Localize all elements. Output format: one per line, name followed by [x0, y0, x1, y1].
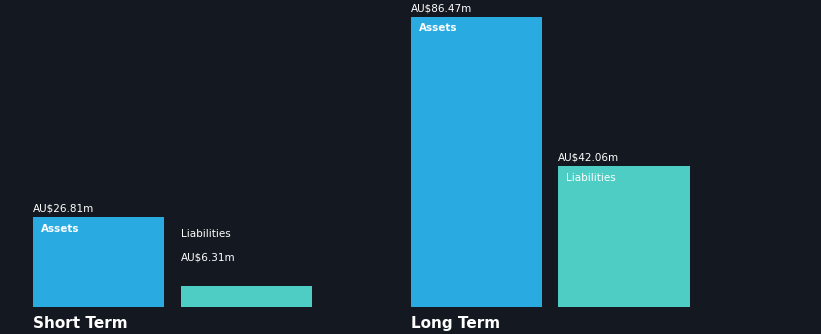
Text: Liabilities: Liabilities — [181, 229, 231, 239]
FancyBboxPatch shape — [181, 286, 312, 307]
Text: Assets: Assets — [419, 23, 457, 33]
Text: Long Term: Long Term — [410, 316, 500, 331]
Text: Short Term: Short Term — [33, 316, 127, 331]
Text: AU$42.06m: AU$42.06m — [558, 153, 619, 163]
FancyBboxPatch shape — [558, 166, 690, 307]
Text: Liabilities: Liabilities — [566, 173, 617, 183]
Text: AU$6.31m: AU$6.31m — [181, 253, 236, 263]
FancyBboxPatch shape — [410, 17, 542, 307]
Text: AU$86.47m: AU$86.47m — [410, 3, 472, 13]
FancyBboxPatch shape — [33, 217, 164, 307]
Text: Assets: Assets — [41, 224, 80, 234]
Text: AU$26.81m: AU$26.81m — [33, 204, 94, 214]
